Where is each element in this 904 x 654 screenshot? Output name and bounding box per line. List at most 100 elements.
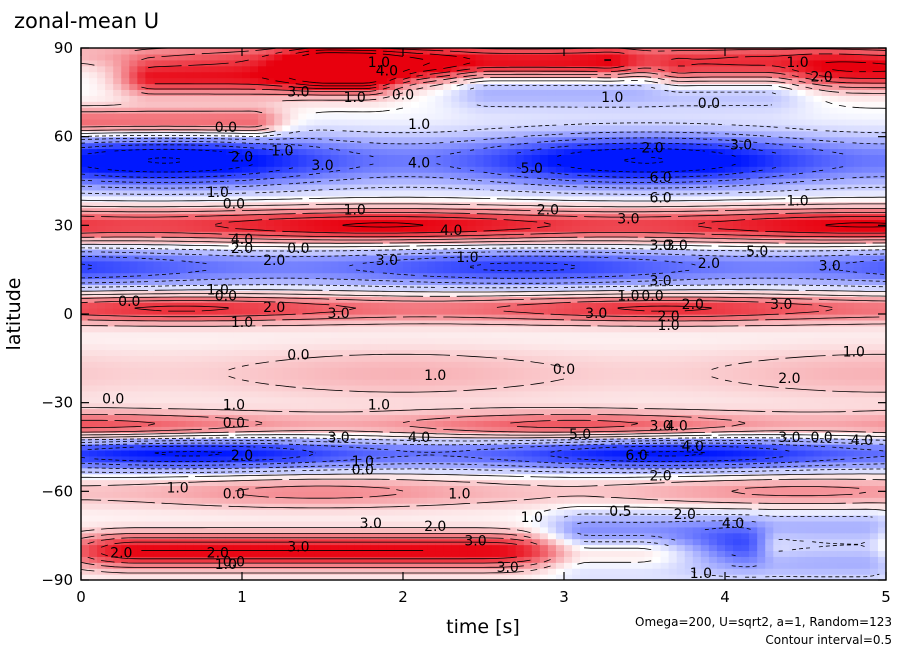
field-cell xyxy=(258,178,267,185)
field-cell xyxy=(403,379,412,386)
field-cell xyxy=(81,509,90,516)
field-cell xyxy=(306,497,316,504)
field-cell xyxy=(499,95,509,102)
field-cell xyxy=(467,219,477,226)
field-cell xyxy=(354,526,364,534)
field-cell xyxy=(177,562,187,569)
field-cell xyxy=(346,278,356,286)
field-cell xyxy=(306,402,316,410)
field-cell xyxy=(515,290,525,297)
field-cell xyxy=(499,254,509,262)
field-cell xyxy=(370,59,380,67)
field-cell xyxy=(298,532,307,540)
field-cell xyxy=(362,272,372,280)
field-cell xyxy=(427,118,436,126)
field-cell xyxy=(290,118,299,126)
field-cell xyxy=(346,485,356,492)
field-cell xyxy=(394,89,404,96)
field-cell xyxy=(475,467,485,475)
field-cell xyxy=(475,438,485,445)
field-cell xyxy=(193,113,203,120)
field-cell xyxy=(394,195,404,203)
field-cell xyxy=(483,432,493,439)
field-cell xyxy=(362,118,372,126)
field-cell xyxy=(185,532,195,540)
field-cell xyxy=(242,89,251,96)
field-cell xyxy=(290,124,299,132)
field-cell xyxy=(177,337,187,345)
field-cell xyxy=(314,343,324,351)
field-cell xyxy=(298,414,307,421)
field-cell xyxy=(185,219,195,226)
field-cell xyxy=(201,178,211,185)
field-cell xyxy=(427,65,436,73)
field-cell xyxy=(322,526,332,534)
field-cell xyxy=(451,278,460,286)
field-cell xyxy=(427,266,436,274)
field-cell xyxy=(153,260,163,268)
field-cell xyxy=(443,449,452,457)
field-cell xyxy=(346,355,356,362)
field-cell xyxy=(427,201,436,209)
field-cell xyxy=(483,65,493,73)
field-cell xyxy=(169,142,179,150)
field-cell xyxy=(169,349,179,356)
field-cell xyxy=(378,438,388,445)
field-cell xyxy=(89,544,98,552)
field-cell xyxy=(515,266,525,274)
field-cell xyxy=(314,449,324,457)
field-cell xyxy=(306,302,316,309)
field-cell xyxy=(282,314,291,321)
field-cell xyxy=(523,308,533,315)
field-cell xyxy=(467,520,477,528)
field-cell xyxy=(411,118,420,126)
field-cell xyxy=(419,384,428,392)
field-cell xyxy=(274,65,283,73)
field-cell xyxy=(378,485,388,492)
field-cell xyxy=(314,237,324,244)
field-cell xyxy=(89,118,98,126)
field-cell xyxy=(451,331,460,339)
field-cell xyxy=(161,231,171,238)
field-cell xyxy=(250,278,259,286)
field-cell xyxy=(105,408,114,416)
field-cell xyxy=(419,225,428,232)
field-cell xyxy=(177,148,187,155)
field-cell xyxy=(362,438,372,445)
field-cell xyxy=(394,225,404,232)
field-cell xyxy=(145,101,155,108)
field-cell xyxy=(419,390,428,398)
field-cell xyxy=(322,48,332,55)
field-cell xyxy=(346,231,356,238)
field-cell xyxy=(153,254,163,262)
field-cell xyxy=(330,278,340,286)
field-cell xyxy=(137,325,146,333)
field-cell xyxy=(499,455,509,463)
field-cell xyxy=(523,402,533,410)
field-cell xyxy=(89,325,98,333)
field-cell xyxy=(427,479,436,487)
field-cell xyxy=(290,260,299,268)
field-cell xyxy=(113,124,122,132)
field-cell xyxy=(435,272,444,280)
field-cell xyxy=(435,195,444,203)
field-cell xyxy=(290,302,299,309)
field-cell xyxy=(491,556,501,563)
field-cell xyxy=(201,497,211,504)
field-cell xyxy=(153,59,163,67)
field-cell xyxy=(298,101,307,108)
field-cell xyxy=(346,319,356,327)
field-cell xyxy=(475,444,485,451)
field-cell xyxy=(225,59,235,67)
field-cell xyxy=(105,290,114,297)
field-cell xyxy=(113,574,122,580)
field-cell xyxy=(242,272,251,280)
field-cell xyxy=(145,355,155,362)
field-cell xyxy=(217,444,227,451)
field-cell xyxy=(177,355,187,362)
field-cell xyxy=(225,556,235,563)
field-cell xyxy=(121,343,130,351)
field-cell xyxy=(161,355,171,362)
field-cell xyxy=(435,408,444,416)
field-cell xyxy=(443,266,452,274)
